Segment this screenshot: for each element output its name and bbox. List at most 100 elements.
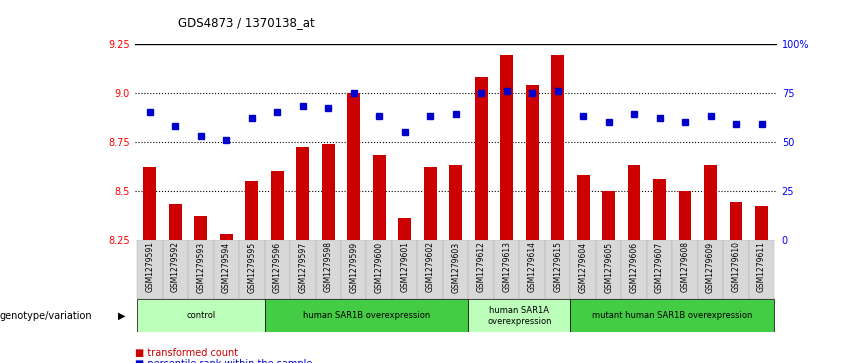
Bar — [570, 240, 596, 299]
Text: ■ percentile rank within the sample: ■ percentile rank within the sample — [135, 359, 312, 363]
Text: GSM1279613: GSM1279613 — [503, 241, 511, 292]
Bar — [373, 155, 385, 240]
Bar — [551, 55, 564, 240]
Text: GSM1279610: GSM1279610 — [732, 241, 740, 292]
Bar — [347, 93, 360, 240]
Bar — [596, 44, 621, 240]
Bar — [755, 206, 768, 240]
Bar — [500, 55, 513, 240]
Bar — [137, 44, 162, 240]
Text: human SAR1A
overexpression: human SAR1A overexpression — [487, 306, 552, 326]
Bar — [749, 240, 774, 299]
Bar — [545, 240, 570, 299]
Bar — [570, 299, 774, 332]
Bar — [673, 44, 698, 240]
Text: mutant human SAR1B overexpression: mutant human SAR1B overexpression — [592, 311, 753, 320]
Text: GSM1279595: GSM1279595 — [247, 241, 256, 293]
Text: control: control — [187, 311, 215, 320]
Bar — [271, 171, 284, 240]
Bar — [602, 191, 615, 240]
Text: GSM1279592: GSM1279592 — [171, 241, 180, 292]
Text: GSM1279600: GSM1279600 — [375, 241, 384, 293]
Text: GSM1279601: GSM1279601 — [400, 241, 409, 292]
Bar — [679, 191, 692, 240]
Text: GSM1279614: GSM1279614 — [528, 241, 536, 292]
Bar — [169, 204, 181, 240]
Text: GSM1279599: GSM1279599 — [349, 241, 358, 293]
Text: human SAR1B overexpression: human SAR1B overexpression — [303, 311, 431, 320]
Bar — [296, 147, 309, 240]
Bar — [730, 202, 742, 240]
Bar — [398, 218, 411, 240]
Bar — [418, 240, 443, 299]
Text: GSM1279596: GSM1279596 — [273, 241, 282, 293]
Bar — [220, 234, 233, 240]
Bar — [443, 44, 469, 240]
Bar — [647, 240, 673, 299]
Bar — [194, 216, 207, 240]
Bar — [647, 44, 673, 240]
Bar — [545, 44, 570, 240]
Bar — [704, 165, 717, 240]
Text: GSM1279612: GSM1279612 — [477, 241, 486, 292]
Bar — [469, 44, 494, 240]
Bar — [469, 299, 570, 332]
Bar — [749, 44, 774, 240]
Text: GDS4873 / 1370138_at: GDS4873 / 1370138_at — [178, 16, 315, 29]
Bar — [392, 44, 418, 240]
Bar — [137, 240, 162, 299]
Bar — [723, 44, 749, 240]
Bar — [673, 240, 698, 299]
Bar — [723, 240, 749, 299]
Bar — [443, 240, 469, 299]
Bar — [290, 44, 315, 240]
Text: ▶: ▶ — [118, 311, 126, 321]
Bar — [526, 85, 538, 240]
Bar — [519, 240, 545, 299]
Bar — [596, 240, 621, 299]
Bar — [494, 240, 519, 299]
Bar — [322, 143, 335, 240]
Bar — [519, 44, 545, 240]
Bar — [315, 44, 341, 240]
Text: GSM1279606: GSM1279606 — [629, 241, 639, 293]
Bar — [570, 44, 596, 240]
Bar — [265, 44, 290, 240]
Text: GSM1279593: GSM1279593 — [196, 241, 206, 293]
Bar — [654, 179, 666, 240]
Text: GSM1279615: GSM1279615 — [553, 241, 562, 292]
Bar — [315, 240, 341, 299]
Text: ■ transformed count: ■ transformed count — [135, 348, 238, 359]
Text: GSM1279609: GSM1279609 — [706, 241, 715, 293]
Bar — [366, 240, 392, 299]
Bar — [162, 240, 188, 299]
Bar — [418, 44, 443, 240]
Text: GSM1279591: GSM1279591 — [145, 241, 155, 292]
Bar — [239, 44, 265, 240]
Text: GSM1279607: GSM1279607 — [655, 241, 664, 293]
Bar — [698, 240, 723, 299]
Bar — [469, 240, 494, 299]
Bar — [698, 44, 723, 240]
Bar — [265, 299, 469, 332]
Bar — [137, 299, 265, 332]
Bar — [246, 181, 258, 240]
Text: GSM1279608: GSM1279608 — [681, 241, 689, 292]
Bar — [341, 240, 366, 299]
Bar — [450, 165, 462, 240]
Bar — [214, 240, 239, 299]
Bar — [265, 240, 290, 299]
Bar — [143, 167, 156, 240]
Text: GSM1279611: GSM1279611 — [757, 241, 766, 292]
Text: GSM1279598: GSM1279598 — [324, 241, 332, 292]
Bar — [392, 240, 418, 299]
Bar — [628, 165, 641, 240]
Text: GSM1279605: GSM1279605 — [604, 241, 613, 293]
Text: GSM1279603: GSM1279603 — [451, 241, 460, 293]
Bar — [621, 240, 647, 299]
Text: GSM1279594: GSM1279594 — [222, 241, 231, 293]
Bar — [214, 44, 239, 240]
Bar — [162, 44, 188, 240]
Text: GSM1279604: GSM1279604 — [579, 241, 588, 293]
Text: GSM1279597: GSM1279597 — [299, 241, 307, 293]
